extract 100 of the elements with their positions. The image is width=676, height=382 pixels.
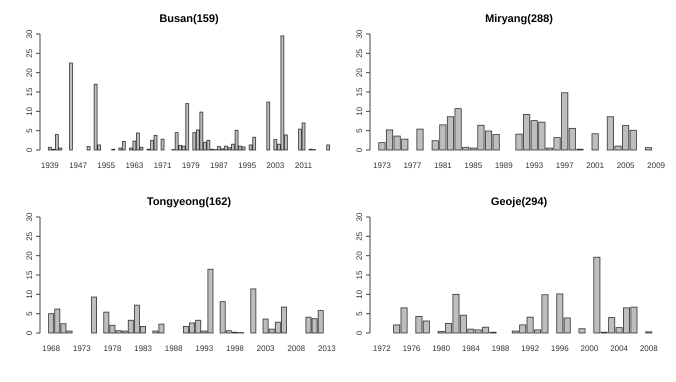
x-tick-label: 1981 xyxy=(434,161,452,170)
bar xyxy=(326,144,330,150)
x-tick-label: 1939 xyxy=(40,161,60,170)
y-tick-label: 20 xyxy=(355,68,364,78)
bar xyxy=(266,102,270,150)
x-tick-label: 2009 xyxy=(647,161,666,170)
x-tick-label: 1979 xyxy=(182,161,200,170)
bar xyxy=(94,84,98,150)
chart-title: Miryang(288) xyxy=(485,13,554,25)
x-tick-label: 1963 xyxy=(125,161,144,170)
y-tick-label: 20 xyxy=(25,68,34,78)
bar xyxy=(55,134,59,150)
x-tick-label: 1993 xyxy=(525,161,544,170)
x-tick-label: 2003 xyxy=(266,161,285,170)
bar xyxy=(86,146,90,150)
bar xyxy=(644,147,652,150)
x-tick-label: 2004 xyxy=(610,344,629,353)
y-tick-label: 5 xyxy=(25,310,34,316)
bar xyxy=(199,112,204,150)
x-tick-label: 1973 xyxy=(373,161,392,170)
x-tick-label: 2008 xyxy=(287,344,306,353)
bar xyxy=(252,136,256,150)
x-tick-label: 1998 xyxy=(226,344,244,353)
y-tick-label: 5 xyxy=(355,128,364,133)
y-tick-label: 15 xyxy=(355,270,364,280)
y-tick-label: 0 xyxy=(25,147,34,152)
bar xyxy=(234,130,238,150)
x-tick-label: 1955 xyxy=(97,161,116,170)
bar xyxy=(174,132,179,150)
bar xyxy=(122,141,126,150)
x-tick-label: 1977 xyxy=(403,161,422,170)
y-tick-label: 20 xyxy=(25,250,34,260)
x-tick-label: 2011 xyxy=(294,161,313,170)
x-tick-label: 1973 xyxy=(72,344,92,353)
x-tick-label: 1985 xyxy=(464,161,483,170)
y-tick-label: 0 xyxy=(25,330,34,336)
bar xyxy=(48,146,52,150)
bar xyxy=(302,122,306,150)
x-tick-label: 1947 xyxy=(69,161,88,170)
bar xyxy=(578,328,586,334)
x-tick-label: 2013 xyxy=(318,344,336,353)
x-tick-label: 1993 xyxy=(195,344,214,353)
y-tick-label: 25 xyxy=(25,48,34,58)
bar xyxy=(206,140,210,150)
bar xyxy=(69,62,73,150)
x-tick-label: 1989 xyxy=(494,161,514,170)
bar xyxy=(280,36,284,150)
bar xyxy=(228,147,232,150)
y-tick-label: 0 xyxy=(355,147,364,152)
x-tick-label: 2008 xyxy=(640,344,658,353)
x-tick-label: 1996 xyxy=(550,344,570,353)
bar xyxy=(91,296,97,334)
y-tick-label: 0 xyxy=(355,330,364,336)
y-tick-label: 15 xyxy=(355,87,364,96)
y-tick-label: 30 xyxy=(25,29,34,38)
y-tick-label: 5 xyxy=(25,128,34,133)
x-tick-label: 1987 xyxy=(210,161,228,170)
x-tick-label: 1988 xyxy=(164,344,184,353)
y-tick-label: 25 xyxy=(25,231,34,241)
y-tick-label: 30 xyxy=(355,212,364,222)
chart-title: Tongyeong(162) xyxy=(146,196,232,208)
y-tick-label: 15 xyxy=(25,87,34,96)
bar xyxy=(416,128,424,150)
chart-title: Geoje(294) xyxy=(490,196,548,208)
y-tick-label: 30 xyxy=(25,212,34,222)
x-tick-label: 1992 xyxy=(521,344,540,353)
x-tick-label: 1988 xyxy=(492,344,510,353)
x-tick-label: 1976 xyxy=(402,344,421,353)
x-tick-label: 2003 xyxy=(256,344,276,353)
x-tick-label: 1978 xyxy=(104,344,122,353)
bar xyxy=(273,139,278,150)
x-tick-label: 2005 xyxy=(616,161,636,170)
x-tick-label: 1972 xyxy=(372,344,392,353)
x-tick-label: 1980 xyxy=(432,344,451,353)
y-tick-label: 10 xyxy=(355,289,364,299)
bar xyxy=(242,146,246,150)
y-tick-label: 10 xyxy=(25,289,34,299)
y-tick-label: 25 xyxy=(355,48,364,58)
bar xyxy=(250,288,256,334)
x-tick-label: 1971 xyxy=(154,161,172,170)
x-tick-label: 1983 xyxy=(134,344,152,353)
x-tick-label: 1997 xyxy=(556,161,574,170)
y-tick-label: 25 xyxy=(355,231,364,241)
bar xyxy=(185,103,190,150)
bar xyxy=(192,132,196,150)
y-tick-label: 30 xyxy=(355,29,364,38)
x-tick-label: 1984 xyxy=(462,344,480,353)
x-tick-label: 1968 xyxy=(42,344,61,353)
y-tick-label: 15 xyxy=(25,270,34,280)
bar xyxy=(136,132,140,150)
bar xyxy=(154,134,158,150)
y-tick-label: 20 xyxy=(355,250,364,260)
bar xyxy=(160,138,164,150)
x-tick-label: 2001 xyxy=(586,161,605,170)
bar xyxy=(592,133,599,150)
x-tick-label: 2000 xyxy=(580,344,599,353)
bar xyxy=(224,146,228,150)
y-tick-label: 10 xyxy=(25,106,34,116)
y-tick-label: 5 xyxy=(355,310,364,316)
y-tick-label: 10 xyxy=(355,106,364,116)
